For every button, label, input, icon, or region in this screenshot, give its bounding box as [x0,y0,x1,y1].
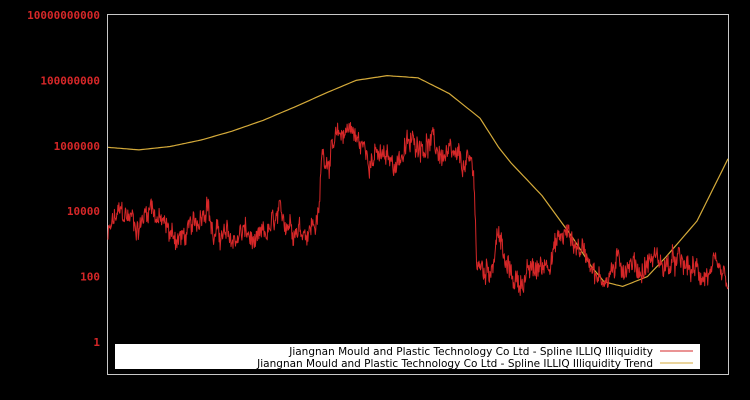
legend-box [115,344,700,369]
legend-label-illiquidity: Jiangnan Mould and Plastic Technology Co… [288,346,653,358]
trend-series-line [107,74,729,287]
series-layer [107,74,729,296]
y-tick-label: 100 [80,271,100,284]
illiquidity-series-line [107,122,729,296]
y-tick-label: 1 [93,336,100,349]
y-axis: 10000000000 100000000 1000000 10000 100 1 [27,9,100,349]
legend-label-trend: Jiangnan Mould and Plastic Technology Co… [256,358,653,370]
plot-area [107,14,729,375]
plot-frame [107,14,729,375]
y-tick-label: 10000 [67,205,100,218]
y-tick-label: 1000000 [54,140,100,153]
y-tick-label: 10000000000 [27,9,100,22]
y-tick-label: 100000000 [40,74,100,87]
legend: Jiangnan Mould and Plastic Technology Co… [115,344,700,370]
